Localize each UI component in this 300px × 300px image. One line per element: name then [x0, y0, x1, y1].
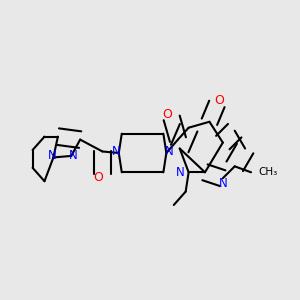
- Text: N: N: [47, 149, 56, 162]
- Text: N: N: [176, 166, 185, 179]
- Text: N: N: [69, 149, 78, 162]
- Text: O: O: [93, 171, 103, 184]
- Text: CH₃: CH₃: [259, 167, 278, 177]
- Text: N: N: [111, 145, 120, 158]
- Text: N: N: [165, 145, 174, 158]
- Text: O: O: [162, 108, 172, 121]
- Text: O: O: [214, 94, 224, 107]
- Text: N: N: [218, 177, 227, 190]
